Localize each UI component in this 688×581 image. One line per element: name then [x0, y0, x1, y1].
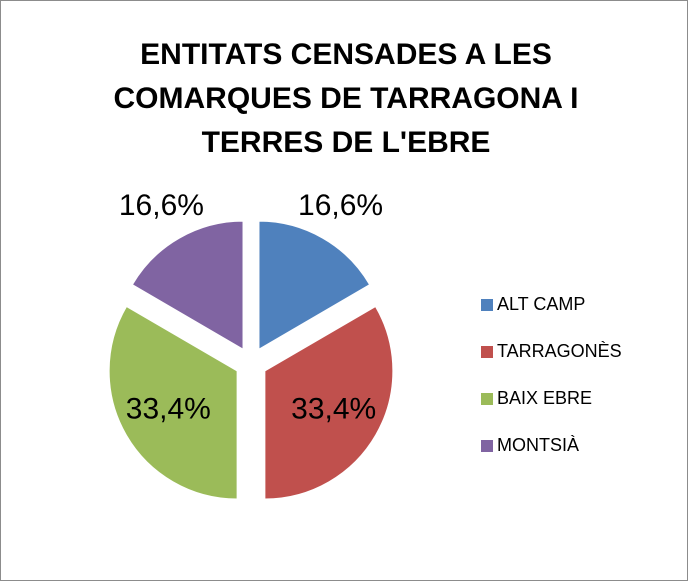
pie-slice — [108, 305, 238, 500]
pie-slice — [258, 220, 371, 350]
data-label: 33,4% — [291, 392, 376, 425]
legend-swatch — [481, 440, 493, 452]
legend-swatch — [481, 393, 493, 405]
data-label: 16,6% — [298, 189, 383, 222]
legend-swatch — [481, 346, 493, 358]
legend-label: ALT CAMP — [497, 294, 585, 314]
chart-title: ENTITATS CENSADES A LES COMARQUES DE TAR… — [113, 38, 579, 159]
legend-label: BAIX EBRE — [497, 388, 592, 408]
legend-swatch — [481, 299, 493, 311]
pie-slice — [264, 305, 394, 500]
data-label: 16,6% — [119, 189, 204, 222]
legend-label: MONTSIÀ — [497, 435, 579, 455]
pie-slice — [131, 220, 244, 350]
data-label: 33,4% — [126, 392, 211, 425]
legend-label: TARRAGONÈS — [497, 341, 622, 361]
